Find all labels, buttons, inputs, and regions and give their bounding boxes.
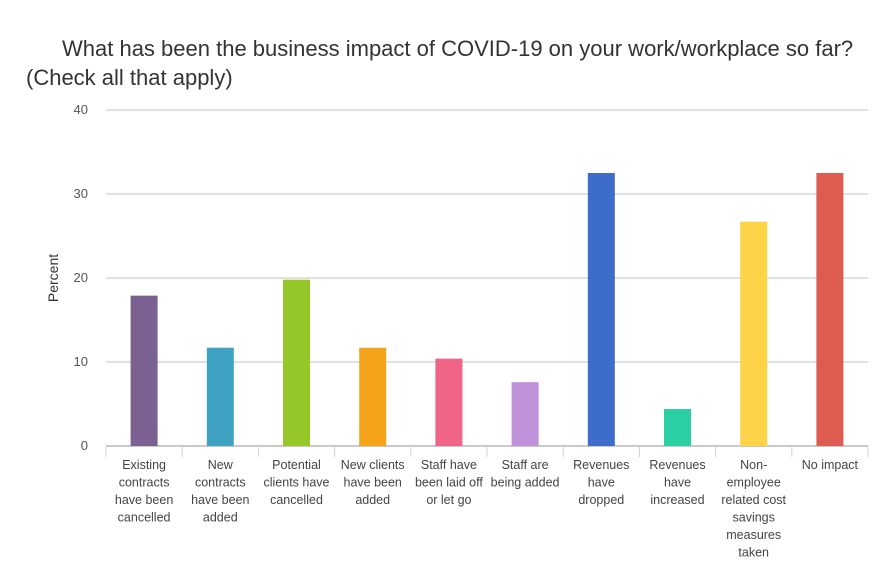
- x-tick-label: No impact: [802, 458, 859, 472]
- y-tick-label: 0: [81, 438, 88, 453]
- y-axis-ticks: 0 10 20 30 40: [74, 102, 88, 453]
- x-tick-label: Existing contracts have been cancelled: [115, 458, 173, 525]
- chart-title: What has been the business impact of COV…: [26, 36, 854, 90]
- x-tick-label: New contracts have been added: [191, 458, 249, 525]
- x-tick-label: Revenues have increased: [649, 458, 705, 507]
- bar: [511, 382, 539, 446]
- bar: [435, 358, 463, 446]
- x-tick-label: Staff are being added: [491, 458, 560, 490]
- y-tick-label: 30: [74, 186, 88, 201]
- y-tick-label: 20: [74, 270, 88, 285]
- bar: [587, 173, 615, 446]
- x-tick-label: Staff have been laid off or let go: [415, 458, 483, 507]
- x-tick-label: Non-employee related cost savings measures t…: [721, 458, 786, 560]
- bar: [816, 173, 844, 446]
- bar: [359, 347, 387, 446]
- y-axis-title: Percent: [45, 254, 61, 302]
- bar: [206, 347, 234, 446]
- x-tick-label: Revenues have dropped: [573, 458, 629, 507]
- x-tick-label: New clients have been added: [341, 458, 405, 507]
- y-tick-label: 40: [74, 102, 88, 117]
- bar: [740, 221, 768, 446]
- bar: [130, 295, 158, 446]
- x-tick-label: Potential clients have cancelled: [263, 458, 329, 507]
- y-tick-label: 10: [74, 354, 88, 369]
- bar: [283, 279, 310, 446]
- x-axis: Existing contracts have been cancelled New co…: [105, 447, 869, 560]
- bar: [664, 409, 691, 446]
- bars: [130, 173, 844, 446]
